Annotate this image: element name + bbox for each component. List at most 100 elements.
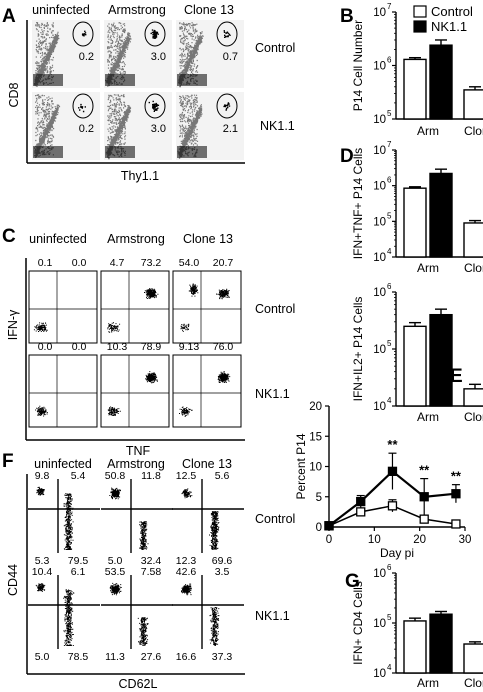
legend: Control NK1.1 (413, 4, 473, 34)
y-tick-exponent: 5 (387, 339, 392, 348)
panel-a-gate-events (81, 30, 87, 37)
panel-c-ylabel: IFN-γ (6, 309, 20, 340)
panel-c-plot-frame (100, 270, 170, 344)
panel-f-events (36, 486, 74, 550)
panel-a-xlabel: Thy1.1 (121, 169, 159, 183)
y-tick-label: 10 (373, 145, 386, 157)
category-label: Clone 13 (464, 676, 483, 690)
panel-c-quadrant-value: 9.13 (179, 341, 200, 353)
legend-label-nk11: NK1.1 (431, 19, 467, 34)
panel-a-density (177, 94, 203, 159)
panel-a-gate-value: 3.0 (151, 123, 166, 135)
panel-a-density (178, 22, 204, 88)
y-tick-label: 10 (373, 7, 386, 19)
panel-f-condition-armstrong: Armstrong (107, 457, 165, 471)
x-tick-label: 30 (459, 534, 472, 546)
category-label: Clone 13 (464, 261, 483, 275)
panel-f-quadrant-value: 37.3 (212, 651, 233, 663)
panel-a-density (105, 22, 132, 87)
panel-c: uninfected Armstrong Clone 13 Control NK… (6, 232, 295, 458)
y-tick-label: 10 (373, 668, 386, 680)
panel-f-plot: 50.8 11.8 5.0 32.4 (101, 470, 173, 567)
panel-f-quadrant-value: 11.8 (141, 470, 161, 482)
panel-c-quadrant-value: 73.2 (141, 257, 162, 269)
panel-c-plot-frame (28, 354, 98, 428)
category-label: Arm (417, 676, 439, 690)
panel-f-plot: 12.5 5.6 12.3 69.6 (172, 470, 244, 567)
bar-control (463, 89, 483, 120)
y-tick-label: 10 (373, 568, 386, 580)
panel-f-quadrant-value: 69.6 (212, 555, 233, 567)
panel-f-quadrant-value: 11.3 (105, 651, 125, 663)
bar-control (463, 222, 483, 258)
panel-a-ylabel: CD8 (7, 82, 21, 107)
category-label: Arm (417, 124, 439, 138)
panel-a-gate-value: 0.7 (223, 51, 238, 63)
panel-a-gate-value: 0.2 (79, 51, 94, 63)
panel-f-ylabel: CD44 (6, 564, 20, 596)
y-tick-label: 10 (373, 252, 386, 264)
panel-c-quadrant-value: 78.9 (141, 341, 162, 353)
panel-c-quadrant-value: 4.7 (110, 257, 125, 269)
x-tick-label: 20 (413, 534, 426, 546)
panel-c-plot-frame (172, 270, 242, 344)
panel-a-dense-core (33, 74, 63, 86)
panel-a-plot: 3.0 (104, 92, 172, 160)
y-tick-label: 10 (373, 618, 386, 630)
bar-control (403, 325, 427, 407)
category-label: Clone 13 (464, 410, 483, 424)
panel-f-events (181, 583, 220, 646)
panel-c-quadrant-value: 10.3 (107, 341, 128, 353)
y-axis-label: IFN+IL2+ P14 Cells (351, 297, 365, 402)
panel-f-plot: 9.8 5.4 5.3 79.5 (28, 470, 100, 567)
panel-c-row-label-nk11: NK1.1 (255, 387, 290, 401)
panel-f-plot: 10.4 6.1 5.0 78.5 (28, 566, 100, 663)
panel-a-plot: 3.0 (104, 20, 172, 88)
bar-control (463, 388, 483, 407)
panel-a-gate-events (148, 100, 160, 112)
panel-a-gate-events (223, 102, 231, 111)
panel-f-row-label-nk11: NK1.1 (255, 609, 290, 623)
panel-a-dense-core (33, 146, 63, 158)
panel-a-row-label-nk11: NK1.1 (260, 119, 295, 133)
y-tick-exponent: 6 (387, 563, 392, 572)
panel-a: uninfected Armstrong Clone 13 Control NK… (7, 3, 295, 183)
x-tick-label: 10 (368, 534, 381, 546)
panel-a-condition-clone13: Clone 13 (184, 3, 234, 17)
bar-nk11 (429, 172, 453, 258)
y-tick-label: 10 (373, 61, 386, 73)
panel-c-plot-frame (100, 354, 170, 428)
bar-control (403, 58, 427, 120)
panel-f-quadrant-value: 3.5 (215, 566, 230, 578)
y-tick-exponent: 4 (387, 396, 392, 405)
panel-f-quadrant-value: 12.5 (176, 470, 197, 482)
data-point-nk11 (356, 496, 366, 507)
y-tick-label: 10 (373, 401, 386, 413)
y-axis-label: P14 Cell Number (351, 20, 365, 111)
panel-f-quadrant-value: 16.6 (176, 651, 197, 663)
bar-nk11 (429, 313, 453, 407)
panel-a-condition-armstrong: Armstrong (108, 3, 166, 17)
panel-c-plot: 0.0 0.0 (28, 341, 98, 428)
panel-f: uninfected Armstrong Clone 13 Control NK… (6, 457, 295, 691)
panel-a-gate-events (223, 30, 231, 38)
panel-a-gate (72, 21, 94, 47)
panel-f-plot: 42.6 3.5 16.6 37.3 (172, 566, 244, 663)
panel-c-plot-frame (172, 354, 242, 428)
y-tick-label: 10 (373, 181, 386, 193)
panel-c-events (179, 371, 231, 417)
panel-c-events (35, 405, 48, 417)
category-label: Arm (417, 410, 439, 424)
panel-c-xlabel: TNF (126, 444, 151, 458)
panel-f-quadrant-value: 53.5 (105, 566, 126, 578)
panel-f-quadrant-value: 7.58 (141, 566, 162, 578)
x-axis-label: Day pi (380, 546, 414, 560)
panel-a-gate-value: 3.0 (151, 51, 166, 63)
panel-e: 0 5 10 15 20 0 10 20 30 Day pi Percent P14 ** ** ** (294, 401, 471, 560)
bar-nk11 (429, 44, 453, 120)
y-tick-exponent: 6 (387, 176, 392, 185)
panel-c-events (107, 288, 159, 333)
panel-a-gate-value: 0.2 (79, 123, 94, 135)
